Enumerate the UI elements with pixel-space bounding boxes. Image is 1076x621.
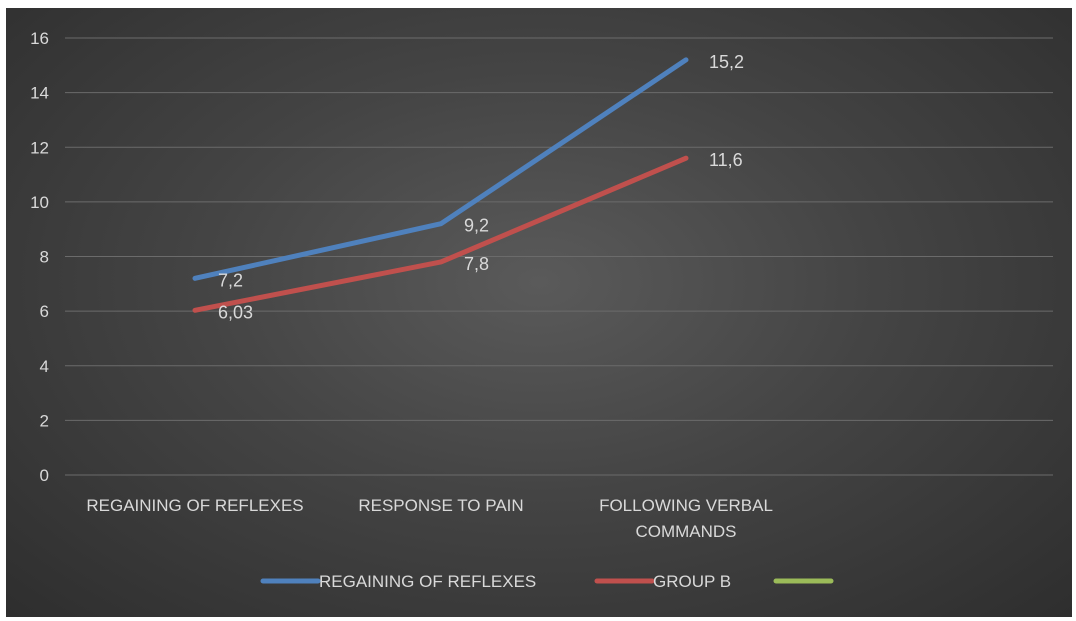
data-label: 7,2 — [218, 270, 243, 290]
legend-label: REGAINING OF REFLEXES — [319, 572, 536, 591]
x-tick-label: REGAINING OF REFLEXES — [86, 496, 303, 515]
legend-label: GROUP B — [653, 572, 731, 591]
y-tick-label: 6 — [40, 302, 49, 321]
x-tick-label: COMMANDS — [635, 522, 736, 541]
data-label: 15,2 — [709, 52, 744, 72]
y-tick-label: 16 — [30, 29, 49, 48]
y-tick-label: 4 — [40, 357, 49, 376]
data-label: 9,2 — [464, 216, 489, 236]
y-tick-label: 10 — [30, 193, 49, 212]
data-label: 11,6 — [709, 150, 743, 170]
y-tick-label: 0 — [40, 466, 49, 485]
y-tick-label: 8 — [40, 248, 49, 267]
series-line-2 — [192, 155, 689, 313]
chart-frame: 0 2 4 6 8 10 12 14 16 REGAINING OF REFLEXES RESPON… — [6, 8, 1072, 617]
data-label: 7,8 — [464, 254, 489, 274]
y-tick-label: 12 — [30, 138, 49, 157]
data-label: 6,03 — [218, 302, 253, 322]
y-tick-label: 2 — [40, 411, 49, 430]
line-chart: 0 2 4 6 8 10 12 14 16 REGAINING OF REFLEXES RESPON… — [30, 29, 1053, 591]
x-tick-label: RESPONSE TO PAIN — [358, 496, 523, 515]
x-tick-label: FOLLOWING VERBAL — [599, 496, 773, 515]
y-tick-label: 14 — [30, 84, 49, 103]
